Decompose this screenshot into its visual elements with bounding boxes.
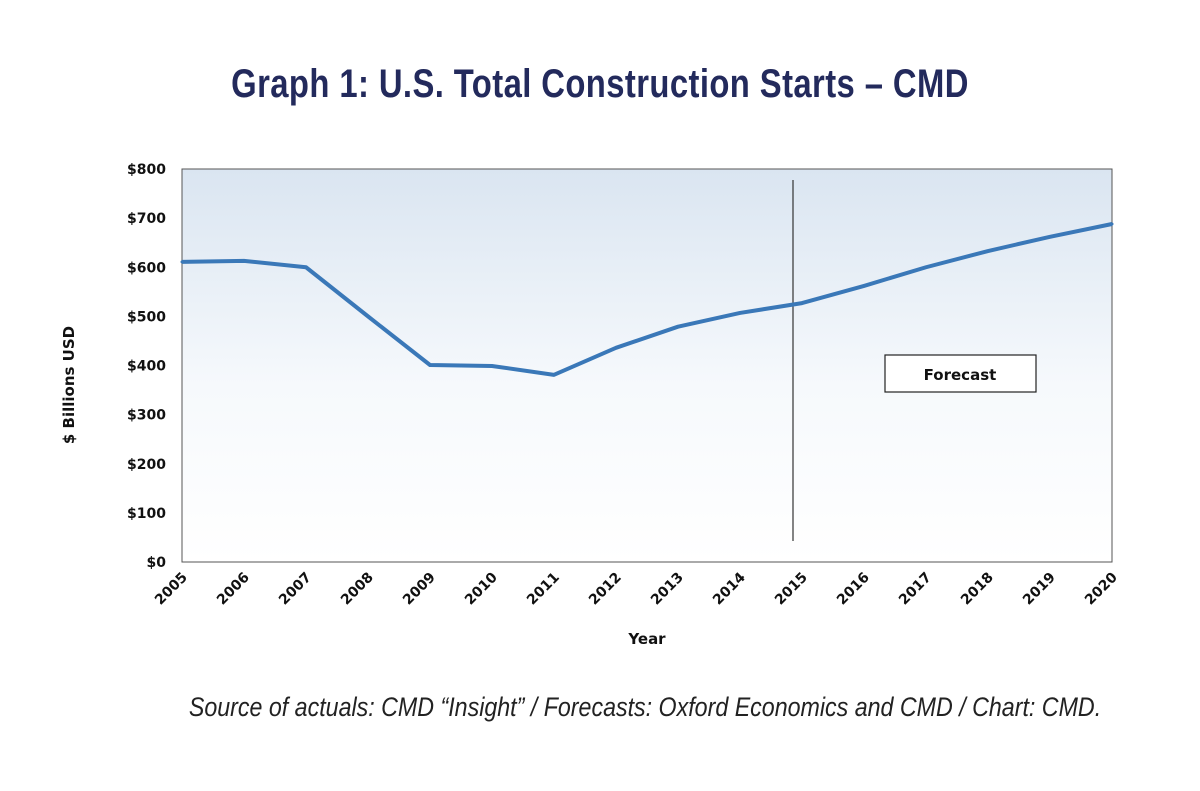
- x-tick-label: 2015: [772, 570, 811, 609]
- data-point: [1110, 222, 1114, 226]
- data-point: [986, 249, 990, 253]
- chart-title: Graph 1: U.S. Total Construction Starts …: [231, 62, 969, 106]
- y-tick-label: $600: [127, 260, 166, 276]
- source-note: Source of actuals: CMD “Insight” / Forec…: [188, 692, 1102, 722]
- x-tick-label: 2012: [586, 570, 625, 609]
- forecast-label: Forecast: [924, 366, 997, 384]
- data-point: [366, 314, 370, 318]
- x-tick-label: 2019: [1020, 570, 1059, 609]
- y-tick-label: $300: [127, 408, 166, 424]
- x-tick-label: 2006: [214, 570, 253, 609]
- x-tick-label: 2014: [710, 569, 749, 608]
- x-tick-label: 2016: [834, 570, 873, 609]
- x-tick-label: 2008: [338, 570, 377, 609]
- y-tick-label: $500: [127, 309, 166, 325]
- x-tick-label: 2017: [896, 570, 935, 609]
- y-tick-label: $100: [127, 506, 166, 522]
- x-axis-label: Year: [627, 630, 666, 648]
- x-tick-label: 2010: [462, 569, 501, 608]
- forecast-label-box: [884, 354, 1037, 393]
- data-point: [924, 265, 928, 269]
- data-point: [490, 364, 494, 368]
- data-point: [180, 260, 184, 264]
- x-tick-label: 2013: [648, 570, 687, 609]
- y-tick-label: $700: [127, 211, 166, 227]
- x-tick-label: 2020: [1082, 569, 1121, 608]
- data-point: [242, 259, 246, 263]
- y-tick-label: $800: [127, 162, 166, 178]
- y-tick-label: $200: [127, 457, 166, 473]
- series-line: [181, 222, 1113, 377]
- x-tick-label: 2005: [152, 570, 191, 609]
- data-point: [800, 301, 804, 305]
- data-point: [552, 373, 556, 377]
- y-axis-label: $ Billions USD: [60, 326, 78, 444]
- data-point: [614, 346, 618, 350]
- x-tick-label: 2007: [276, 570, 315, 609]
- data-point: [428, 363, 432, 367]
- y-tick-label: $0: [147, 555, 167, 571]
- data-point: [738, 311, 742, 315]
- y-tick-label: $400: [127, 359, 166, 375]
- data-point: [862, 284, 866, 288]
- data-point: [304, 265, 308, 269]
- x-tick-label: 2011: [524, 570, 563, 609]
- x-tick-label: 2018: [958, 570, 997, 609]
- x-tick-label: 2009: [400, 570, 439, 609]
- data-point: [676, 325, 680, 329]
- data-point: [1048, 235, 1052, 239]
